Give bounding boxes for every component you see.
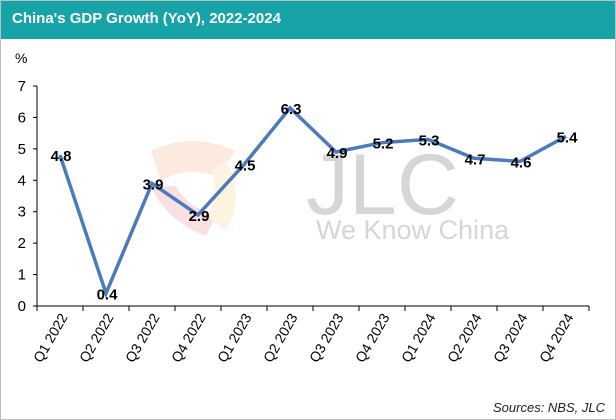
title-bar: China's GDP Growth (YoY), 2022-2024 [1,1,615,39]
data-label: 4.6 [511,154,532,171]
x-ticks: Q1 2022 Q2 2022 Q3 2022 Q4 2022 Q1 2023 Q2 20… [30,306,590,365]
data-label: 0.4 [97,286,119,303]
data-label: 5.3 [419,132,440,149]
x-tick-label: Q4 2022 [168,310,209,365]
data-label: 4.7 [465,151,486,168]
y-axis-unit: % [15,50,27,66]
x-tick-label: Q1 2024 [398,310,439,365]
x-tick-label: Q3 2023 [306,310,347,365]
x-tick-label: Q4 2023 [352,310,393,365]
y-tick-label: 7 [18,78,26,95]
data-label: 3.9 [143,176,164,193]
x-tick-label: Q1 2022 [30,310,71,365]
x-tick-label: Q2 2022 [76,310,117,365]
watermark-tagline: We Know China [316,215,510,245]
y-tick-label: 0 [18,298,26,315]
x-tick-label: Q3 2022 [122,310,163,365]
y-ticks: 0 1 2 3 4 5 6 7 [18,78,37,315]
y-tick-label: 4 [18,172,26,189]
x-tick-label: Q4 2024 [536,310,577,365]
data-label: 5.4 [557,129,579,146]
data-labels: 4.8 0.4 3.9 2.9 4.5 6.3 4.9 5.2 5.3 4.7 4.6 5.4 [51,101,579,303]
data-label: 5.2 [373,136,394,153]
y-tick-label: 1 [18,267,26,284]
data-label: 4.8 [51,148,72,165]
watermark-emblem [151,141,236,236]
watermark-logo: JLC [306,137,459,233]
data-label: 2.9 [189,208,210,225]
x-tick-label: Q1 2023 [214,310,255,365]
x-tick-label: Q2 2023 [260,310,301,365]
x-tick-label: Q2 2024 [444,310,485,365]
x-tick-label: Q3 2024 [490,310,531,365]
y-tick-label: 5 [18,141,26,158]
chart-title: China's GDP Growth (YoY), 2022-2024 [12,10,281,27]
data-label: 6.3 [281,101,302,118]
data-label: 4.9 [327,145,348,162]
watermark: JLC We Know China [151,137,510,245]
y-tick-label: 2 [18,235,26,252]
data-label: 4.5 [235,158,256,175]
y-tick-label: 3 [18,204,26,221]
source-note: Sources: NBS, JLC [493,400,605,415]
series-line [58,105,567,299]
y-tick-label: 6 [18,109,26,126]
